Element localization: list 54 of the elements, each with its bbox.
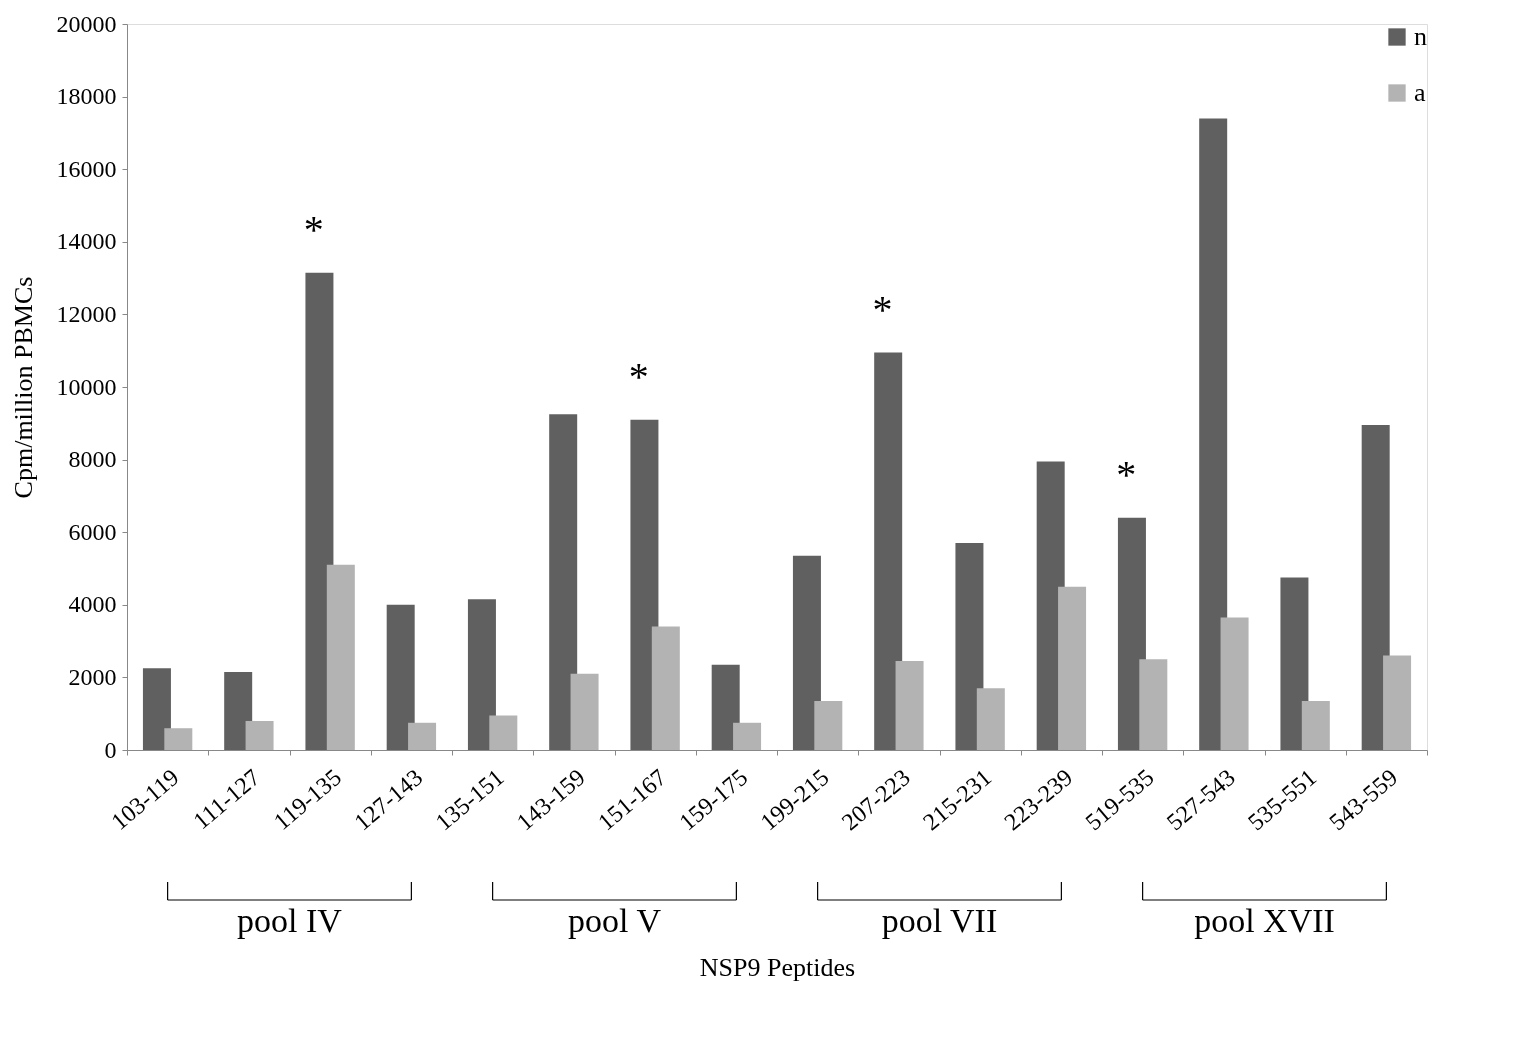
y-tick-label: 20000: [56, 10, 117, 37]
y-tick-label: 14000: [56, 228, 117, 255]
bar: [386, 604, 415, 750]
y-tick-label: 18000: [56, 83, 117, 110]
bar: [326, 564, 355, 750]
y-tick-label: 16000: [56, 155, 117, 182]
bar: [814, 701, 843, 750]
bar: [792, 555, 821, 750]
y-axis-title: Cpm/million PBMCs: [8, 276, 38, 499]
bar: [630, 419, 659, 750]
y-tick-label: 0: [104, 736, 117, 763]
bar: [305, 272, 334, 750]
y-tick-label: 2000: [68, 663, 117, 690]
text: pool XVII: [1194, 902, 1335, 939]
bar: [976, 688, 1005, 750]
bar: [895, 661, 924, 750]
annotation: *: [303, 206, 324, 252]
text: pool IV: [237, 902, 343, 939]
bar: [1058, 586, 1087, 750]
bar: [489, 715, 518, 750]
bar: [245, 720, 274, 750]
bar: [874, 352, 903, 750]
bar: [549, 414, 578, 750]
bar: [408, 722, 437, 750]
bar: [1199, 118, 1228, 750]
y-tick-label: 8000: [68, 446, 117, 473]
annotation: *: [872, 286, 893, 332]
y-tick-label: 6000: [68, 518, 117, 545]
legend-label: n: [1414, 22, 1427, 51]
annotation: *: [1116, 451, 1137, 497]
bar: [1280, 577, 1309, 750]
x-axis-title: NSP9 Peptides: [699, 953, 856, 983]
bar: [224, 671, 253, 750]
bar: [711, 664, 740, 750]
legend-label: a: [1414, 78, 1426, 107]
text: pool V: [568, 902, 662, 939]
bar: [1220, 617, 1249, 750]
bar: [164, 728, 193, 750]
y-tick-label: 10000: [56, 373, 117, 400]
y-tick-label: 4000: [68, 591, 117, 618]
bar: [651, 626, 680, 750]
bar: [1117, 517, 1146, 750]
y-tick-label: 12000: [56, 300, 117, 327]
bar: [955, 543, 984, 750]
bar: [1383, 655, 1412, 750]
bar: [1361, 425, 1390, 750]
bar: [570, 673, 599, 750]
annotation: *: [628, 353, 649, 399]
bar: [467, 599, 496, 750]
bar: [1301, 701, 1330, 750]
bar: [733, 722, 762, 750]
bar: [142, 668, 171, 750]
bar: [1139, 659, 1168, 750]
text: pool VII: [881, 902, 998, 939]
